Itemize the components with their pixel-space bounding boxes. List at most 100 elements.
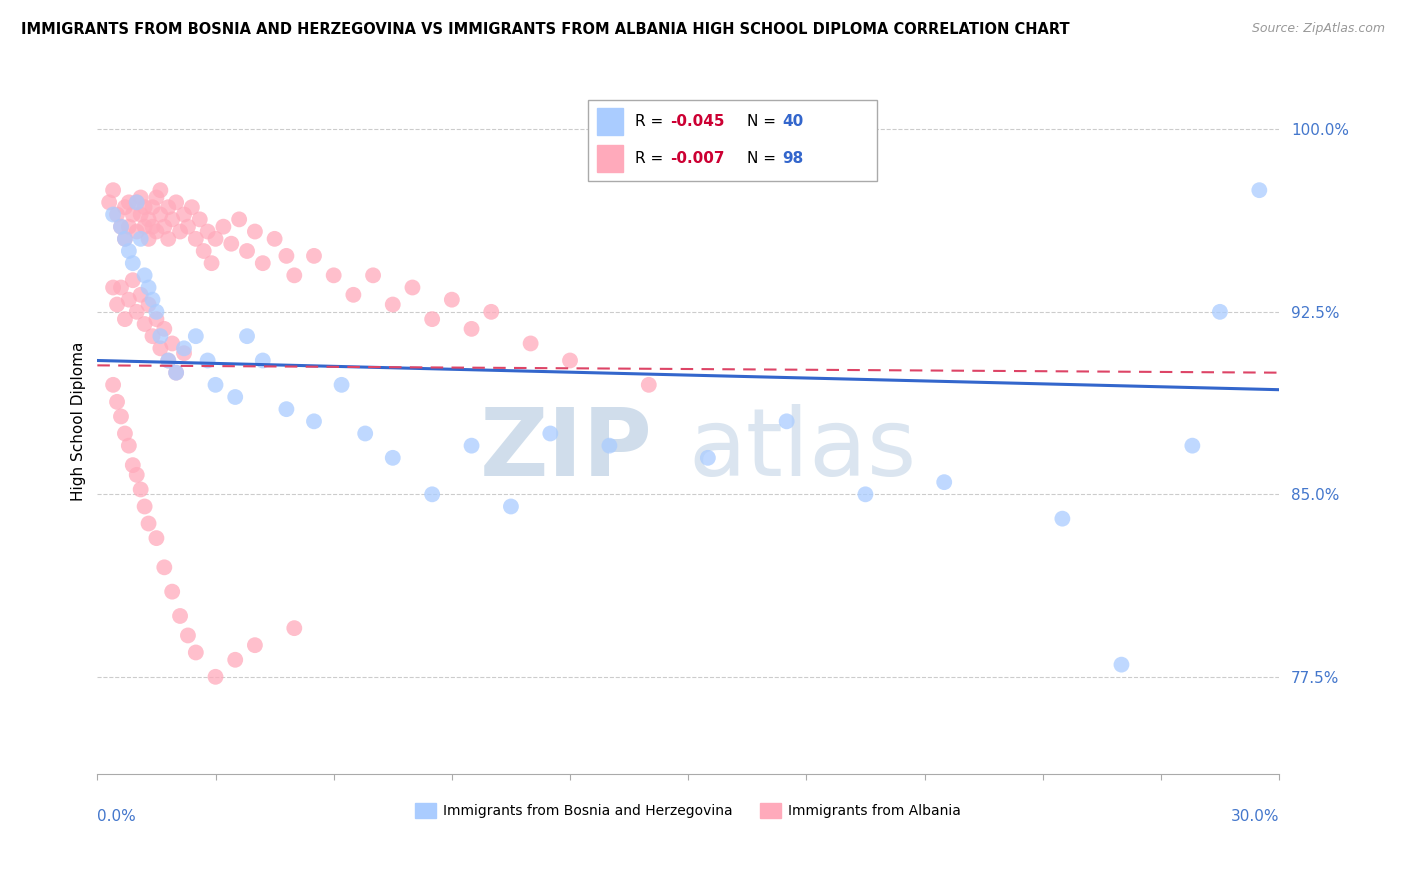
Point	[145, 305, 167, 319]
Point	[184, 329, 207, 343]
Text: 30.0%: 30.0%	[1230, 809, 1279, 824]
Point	[361, 268, 384, 283]
Point	[420, 487, 443, 501]
Point	[149, 342, 172, 356]
Point	[114, 312, 136, 326]
Text: -0.007: -0.007	[671, 151, 725, 166]
Point	[129, 483, 152, 497]
Point	[460, 322, 482, 336]
Point	[145, 531, 167, 545]
Point	[228, 212, 250, 227]
Point	[302, 249, 325, 263]
Point	[141, 293, 163, 307]
Point	[157, 232, 180, 246]
Text: N =: N =	[747, 114, 782, 129]
Point	[420, 312, 443, 326]
Point	[1181, 439, 1204, 453]
Point	[160, 584, 183, 599]
FancyBboxPatch shape	[588, 100, 877, 181]
Point	[153, 560, 176, 574]
Point	[193, 244, 215, 258]
FancyBboxPatch shape	[598, 145, 623, 171]
Point	[696, 450, 718, 465]
Point	[121, 458, 143, 472]
Point	[138, 232, 160, 246]
Point	[129, 287, 152, 301]
Point	[134, 317, 156, 331]
Point	[330, 377, 353, 392]
Point	[118, 293, 141, 307]
Text: 98: 98	[783, 151, 804, 166]
Point	[173, 342, 195, 356]
Text: N =: N =	[747, 151, 782, 166]
Point	[125, 305, 148, 319]
Text: 0.0%: 0.0%	[97, 809, 136, 824]
Point	[342, 287, 364, 301]
Point	[98, 195, 121, 210]
Point	[236, 329, 259, 343]
Point	[243, 225, 266, 239]
Point	[558, 353, 581, 368]
Point	[188, 212, 211, 227]
Point	[177, 628, 200, 642]
Point	[134, 219, 156, 234]
Point	[157, 353, 180, 368]
Point	[125, 195, 148, 210]
Point	[157, 200, 180, 214]
Point	[134, 500, 156, 514]
Point	[118, 219, 141, 234]
Point	[479, 305, 502, 319]
Point	[401, 280, 423, 294]
Point	[125, 195, 148, 210]
Text: IMMIGRANTS FROM BOSNIA AND HERZEGOVINA VS IMMIGRANTS FROM ALBANIA HIGH SCHOOL DI: IMMIGRANTS FROM BOSNIA AND HERZEGOVINA V…	[21, 22, 1070, 37]
Point	[105, 207, 128, 221]
Point	[114, 232, 136, 246]
Point	[145, 190, 167, 204]
Point	[101, 280, 124, 294]
Point	[180, 200, 202, 214]
Point	[276, 402, 298, 417]
Point	[283, 621, 305, 635]
Point	[252, 353, 274, 368]
Point	[110, 409, 132, 424]
Point	[212, 219, 235, 234]
Point	[322, 268, 344, 283]
Point	[200, 256, 222, 270]
Point	[153, 322, 176, 336]
Point	[125, 467, 148, 482]
Point	[121, 256, 143, 270]
Point	[149, 183, 172, 197]
Point	[184, 232, 207, 246]
Point	[381, 450, 404, 465]
Point	[169, 225, 191, 239]
Point	[173, 207, 195, 221]
Point	[381, 297, 404, 311]
Text: R =: R =	[636, 151, 668, 166]
Point	[165, 366, 187, 380]
Point	[173, 346, 195, 360]
Point	[110, 280, 132, 294]
Point	[184, 645, 207, 659]
Point	[105, 395, 128, 409]
Point	[129, 207, 152, 221]
Point	[118, 244, 141, 258]
Point	[1052, 511, 1074, 525]
Point	[121, 207, 143, 221]
Point	[169, 609, 191, 624]
Text: ZIP: ZIP	[479, 403, 652, 496]
Point	[114, 200, 136, 214]
Point	[118, 439, 141, 453]
Point	[283, 268, 305, 283]
Point	[224, 653, 246, 667]
Point	[153, 219, 176, 234]
Point	[157, 353, 180, 368]
Point	[252, 256, 274, 270]
Point	[149, 329, 172, 343]
Point	[519, 336, 541, 351]
Point	[141, 200, 163, 214]
Point	[1111, 657, 1133, 672]
Point	[149, 207, 172, 221]
Point	[160, 336, 183, 351]
Point	[110, 219, 132, 234]
Point	[236, 244, 259, 258]
